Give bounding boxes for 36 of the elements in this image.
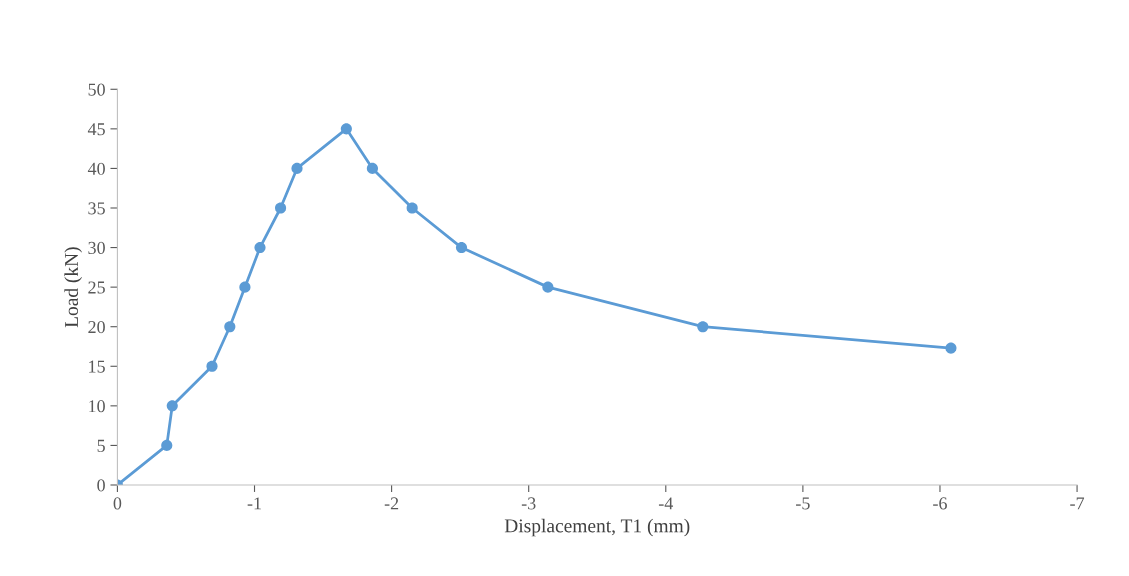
x-tick-label: -2 <box>384 497 399 510</box>
point <box>406 202 418 214</box>
point <box>254 242 266 254</box>
point <box>291 162 303 174</box>
point <box>239 281 251 293</box>
point <box>224 321 236 333</box>
point <box>340 123 352 135</box>
x-tick-label: -7 <box>1070 497 1085 510</box>
y-tick-label: 35 <box>88 202 105 215</box>
y-axis-title: Load (kN) <box>64 247 82 328</box>
y-tick-label: 40 <box>87 162 105 175</box>
y-tick-label: 0 <box>97 479 105 492</box>
x-tick-label: -1 <box>247 497 261 510</box>
point <box>206 360 218 372</box>
y-tick-label: 45 <box>87 123 105 136</box>
x-tick-label: -6 <box>933 497 947 510</box>
y-tick-label: 5 <box>97 439 105 452</box>
point <box>697 321 709 333</box>
x-tick-label: -4 <box>658 497 674 510</box>
y-tick-label: 20 <box>88 320 105 334</box>
y-tick-label: 25 <box>88 281 105 294</box>
x-tick-label: -3 <box>521 497 536 510</box>
point <box>542 281 554 293</box>
y-tick-label: 10 <box>89 400 105 413</box>
x-tick-label: -5 <box>796 497 810 510</box>
point <box>161 439 173 451</box>
point <box>166 400 178 412</box>
x-axis-title: Displacement, T1 (mm) <box>504 518 690 537</box>
point <box>275 202 287 214</box>
point <box>455 242 468 254</box>
y-tick-label: 15 <box>89 360 105 373</box>
x-tick-label: 0 <box>113 497 122 510</box>
point <box>945 342 957 354</box>
y-tick-label: 50 <box>88 83 105 96</box>
y-tick-label: 30 <box>88 241 105 255</box>
point <box>366 162 378 174</box>
